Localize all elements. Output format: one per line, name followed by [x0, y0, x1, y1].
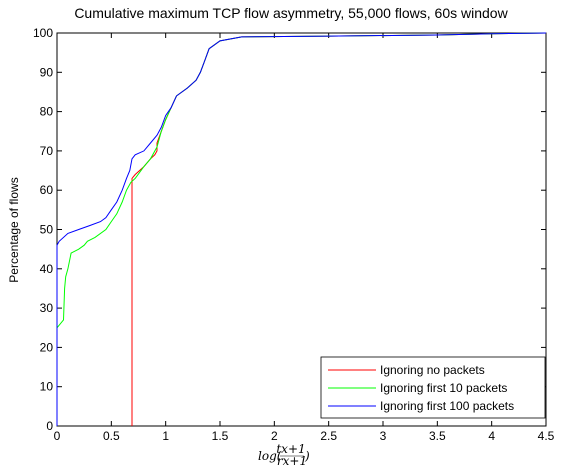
- legend-label-first-100-packets: Ignoring first 100 packets: [380, 399, 514, 413]
- y-tick-label: 80: [40, 105, 54, 119]
- y-tick-label: 0: [46, 419, 53, 433]
- y-tick-label: 100: [33, 26, 53, 40]
- y-axis-label: Percentage of flows: [7, 177, 21, 282]
- y-tick-label: 60: [40, 183, 54, 197]
- x-axis-label: log( tx+1 rx+1 ): [258, 442, 310, 468]
- legend: Ignoring no packets Ignoring first 10 pa…: [320, 356, 546, 419]
- x-tick-label: 2.5: [320, 429, 337, 443]
- y-tick-label: 70: [40, 144, 54, 158]
- chart-title: Cumulative maximum TCP flow asymmetry, 5…: [74, 5, 508, 21]
- series-layer: [56, 32, 547, 426]
- series-line-first-100-packets: [56, 32, 547, 426]
- x-tick-label: 0: [54, 429, 61, 443]
- x-tick-label: 1: [162, 429, 169, 443]
- y-tick-label: 10: [40, 380, 54, 394]
- y-axis-ticks: 0 10 20 30 40 50 60 70 80 90 100: [33, 26, 546, 433]
- legend-label-no-packets: Ignoring no packets: [380, 363, 485, 377]
- series-line-first-10-packets: [56, 32, 547, 329]
- y-tick-label: 50: [40, 223, 54, 237]
- x-axis-label-close-paren: ): [304, 449, 310, 463]
- y-tick-label: 90: [40, 65, 54, 79]
- x-tick-label: 1.5: [212, 429, 229, 443]
- y-tick-label: 40: [40, 262, 54, 276]
- x-tick-label: 3.5: [429, 429, 446, 443]
- x-tick-label: 4.5: [538, 429, 555, 443]
- y-tick-label: 30: [40, 301, 54, 315]
- x-axis-ticks: 0 0.5 1 1.5 2 2.5 3 3.5 4 4.5: [54, 33, 555, 443]
- x-tick-label: 2: [271, 429, 278, 443]
- x-tick-label: 4: [488, 429, 495, 443]
- x-axis-label-denominator: rx+1: [277, 454, 307, 468]
- x-axis-label-numerator: tx+1: [276, 442, 305, 456]
- y-tick-label: 20: [40, 340, 54, 354]
- x-tick-label: 3: [380, 429, 387, 443]
- x-axis-label-log: log(: [258, 449, 282, 463]
- legend-label-first-10-packets: Ignoring first 10 packets: [380, 381, 507, 395]
- x-tick-label: 0.5: [103, 429, 120, 443]
